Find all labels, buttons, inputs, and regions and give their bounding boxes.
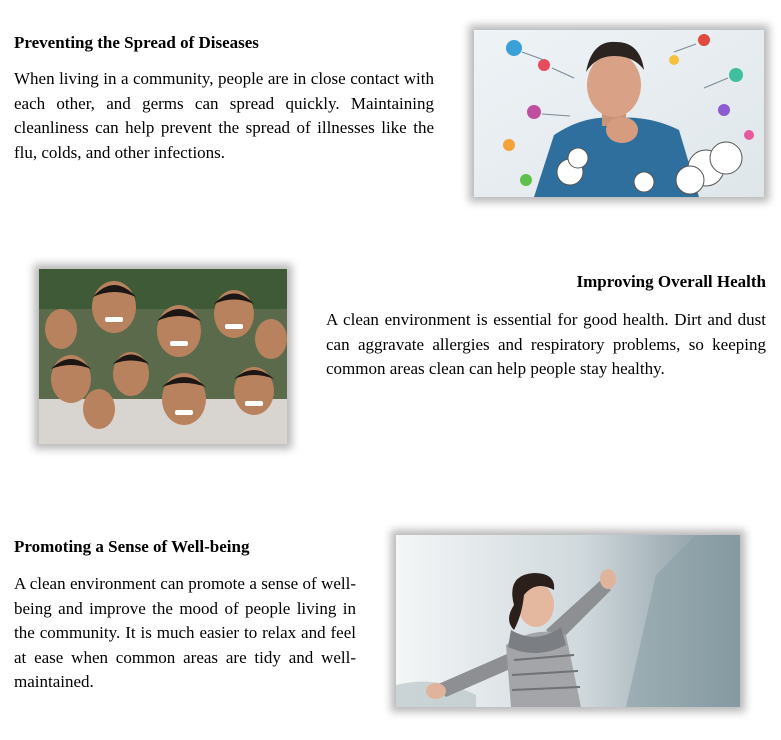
section-heading-improving-health: Improving Overall Health — [576, 272, 766, 291]
section-heading-well-being: Promoting a Sense of Well-being — [14, 537, 250, 556]
section-heading-preventing-spread: Preventing the Spread of Diseases — [14, 33, 259, 52]
section-body-preventing-spread: When living in a community, people are i… — [14, 69, 434, 162]
smiling-children-photo — [39, 269, 287, 444]
woman-outstretched-arms-photo — [396, 535, 740, 707]
section-body-improving-health: A clean environment is essential for goo… — [326, 310, 766, 378]
section-body-well-being: A clean environment can promote a sense … — [14, 574, 356, 691]
man-sneezing-photo — [474, 30, 764, 197]
